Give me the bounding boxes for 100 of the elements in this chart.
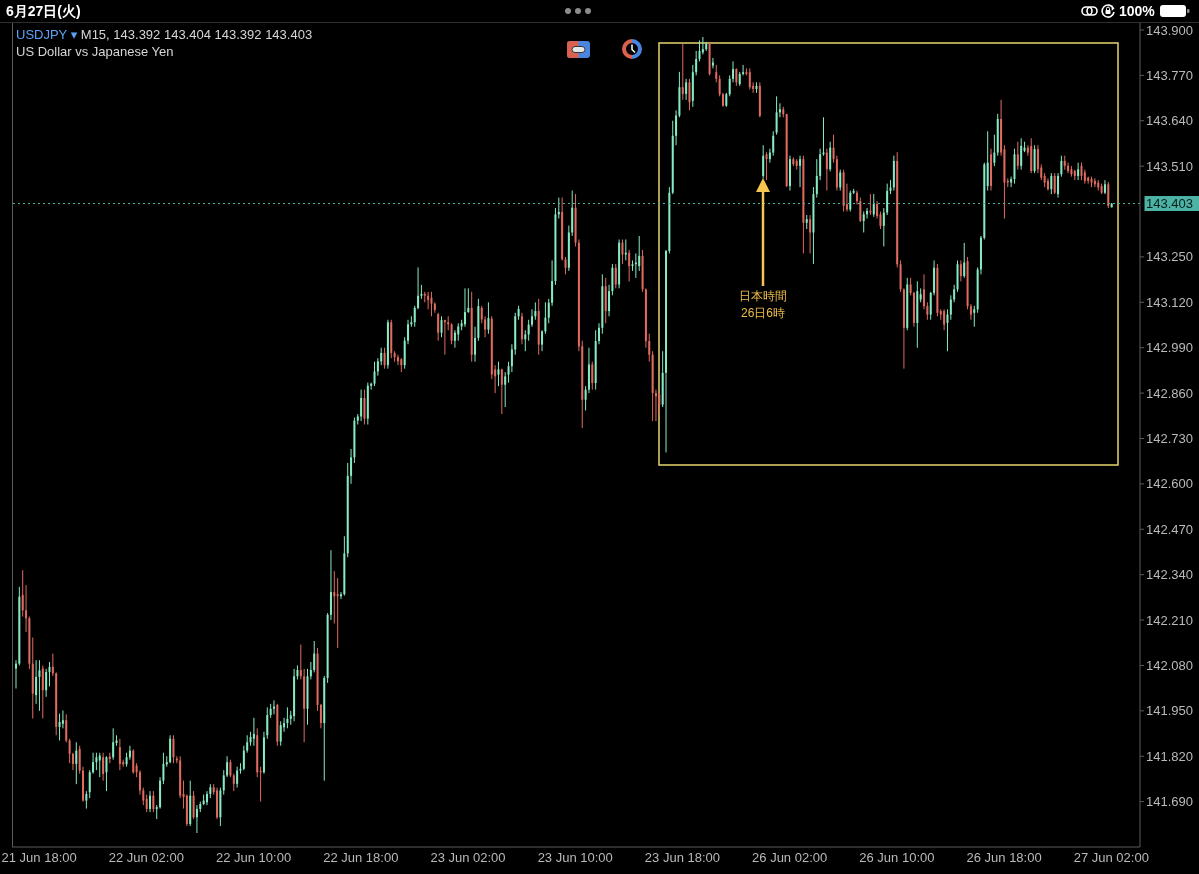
candlestick — [1107, 181, 1110, 209]
candlestick — [360, 389, 363, 422]
text: 100% — [1119, 3, 1156, 19]
candlestick — [440, 315, 443, 338]
candlestick — [809, 214, 812, 254]
candlestick — [437, 312, 440, 342]
candlestick — [765, 151, 768, 181]
candlestick — [45, 668, 48, 698]
candlestick — [614, 263, 617, 289]
candlestick — [65, 713, 68, 743]
candlestick — [75, 741, 78, 785]
candlestick — [681, 43, 684, 101]
candlestick — [748, 67, 751, 90]
x-tick-label: 22 Jun 02:00 — [108, 850, 184, 865]
candlestick — [443, 319, 446, 356]
candlestick — [35, 659, 38, 705]
x-tick-label: 26 Jun 02:00 — [752, 850, 828, 865]
candlestick — [149, 790, 152, 813]
candlestick — [872, 193, 875, 218]
candlestick — [427, 291, 430, 310]
candlestick — [1046, 177, 1049, 192]
candlestick — [949, 294, 952, 321]
candlestick — [839, 169, 842, 192]
x-tick-label: 22 Jun 10:00 — [215, 850, 292, 865]
candlestick — [504, 371, 507, 408]
candlestick — [946, 308, 949, 352]
candlestick — [128, 745, 131, 761]
x-tick-label: 22 Jun 18:00 — [323, 850, 399, 865]
candlestick — [1020, 137, 1023, 171]
candlestick — [383, 347, 386, 370]
candlestick — [118, 738, 121, 771]
candlestick — [336, 577, 339, 649]
candlestick — [453, 329, 456, 349]
candlestick — [973, 305, 976, 328]
candlestick — [762, 144, 765, 179]
candlestick — [152, 790, 155, 813]
candlestick — [701, 36, 704, 55]
candlestick — [788, 155, 791, 192]
candlestick — [487, 301, 490, 335]
candlestick — [621, 238, 624, 265]
y-tick-label: 143.120 — [1146, 294, 1193, 310]
candlestick — [524, 329, 527, 352]
candlestick — [61, 709, 64, 729]
candlestick — [195, 804, 198, 834]
x-tick-label: 26 Jun 18:00 — [966, 850, 1042, 865]
candlestick — [688, 78, 691, 111]
candlestick — [102, 752, 105, 782]
y-tick-label: 142.990 — [1146, 340, 1193, 356]
candlestick — [862, 211, 865, 233]
x-tick-label: 21 Jun 18:00 — [1, 850, 77, 865]
candlestick — [1016, 141, 1019, 171]
candlestick — [1036, 144, 1039, 174]
candlestick — [500, 368, 503, 415]
y-tick-label: 142.730 — [1146, 431, 1193, 447]
y-tick-label: 143.770 — [1146, 67, 1193, 83]
candlestick — [112, 727, 115, 761]
candlestick — [105, 755, 108, 792]
x-tick-label: 26 Jun 10:00 — [859, 850, 935, 865]
x-tick-label: 23 Jun 18:00 — [644, 850, 721, 865]
candlestick — [799, 155, 802, 188]
candlestick — [1067, 162, 1070, 174]
candlestick — [299, 643, 302, 680]
candlestick — [169, 734, 172, 764]
candlestick — [430, 291, 433, 317]
candlestick — [959, 259, 962, 282]
candlestick — [591, 361, 594, 391]
candlestick — [695, 50, 698, 76]
candlestick — [236, 766, 239, 789]
candlestick — [497, 361, 500, 387]
y-tick-label: 143.510 — [1146, 158, 1193, 174]
text: 6月27日(火) — [6, 3, 81, 19]
y-tick-label: 142.080 — [1146, 657, 1193, 673]
candlestick — [993, 134, 996, 167]
candlestick — [58, 713, 61, 742]
y-tick-label: 143.900 — [1146, 22, 1193, 38]
candlestick — [882, 207, 885, 247]
ref-line-label: 143.403 — [1146, 196, 1193, 212]
candlestick — [829, 141, 832, 172]
candlestick — [685, 78, 688, 101]
y-tick-label: 141.690 — [1146, 794, 1193, 810]
candlestick — [132, 748, 135, 775]
candlestick — [242, 745, 245, 771]
candlestick — [396, 354, 399, 366]
y-tick-label: 142.470 — [1146, 521, 1193, 537]
y-tick-label: 142.600 — [1146, 476, 1193, 492]
candlestick — [1053, 172, 1056, 195]
y-tick-label: 142.860 — [1146, 385, 1193, 401]
candlestick — [373, 361, 376, 387]
y-tick-label: 143.640 — [1146, 113, 1193, 129]
chart-title: USDJPY ▾ M15, 143.392 143.404 143.392 143.403 — [16, 27, 313, 42]
text: US Dollar vs Japanese Yen — [16, 44, 174, 59]
x-tick-label: 23 Jun 02:00 — [430, 850, 506, 865]
candlestick — [363, 389, 366, 426]
candlestick — [286, 706, 289, 729]
candlestick — [38, 659, 41, 712]
candlestick — [943, 308, 946, 331]
candlestick — [869, 193, 872, 216]
candlestick — [825, 148, 828, 192]
y-tick-label: 142.340 — [1146, 567, 1193, 583]
candlestick — [886, 183, 889, 216]
